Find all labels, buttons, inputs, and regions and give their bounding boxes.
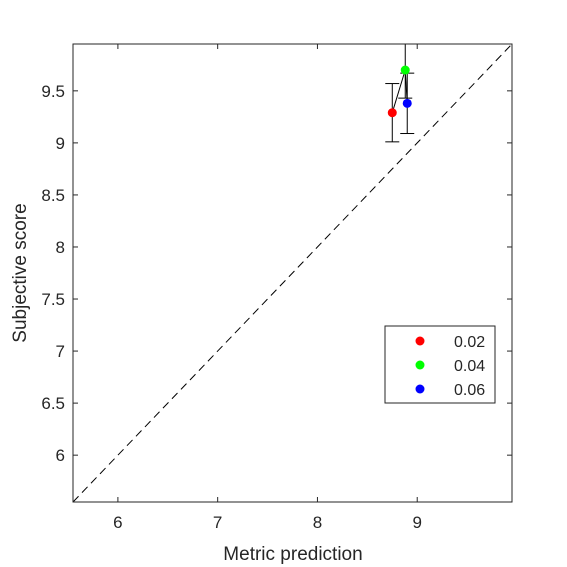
y-tick-label: 7.5 xyxy=(41,290,65,309)
reference-line xyxy=(72,43,513,503)
legend: 0.02 0.04 0.06 xyxy=(384,325,496,404)
y-tick-label: 8.5 xyxy=(41,186,65,205)
y-tick-label: 6 xyxy=(56,446,65,465)
data-point xyxy=(387,108,397,118)
x-tick-label: 6 xyxy=(113,513,122,532)
x-tick-label: 9 xyxy=(412,513,421,532)
plot-frame xyxy=(72,43,513,503)
legend-label: 0.04 xyxy=(454,358,485,375)
x-tick-label: 8 xyxy=(313,513,322,532)
legend-label: 0.06 xyxy=(454,382,485,399)
y-tick-label: 9.5 xyxy=(41,82,65,101)
y-tick-label: 7 xyxy=(56,342,65,361)
legend-box xyxy=(384,325,496,404)
y-tick-label: 9 xyxy=(56,134,65,153)
x-tick-label: 7 xyxy=(213,513,222,532)
legend-marker xyxy=(415,360,425,370)
x-axis-title: Metric prediction xyxy=(223,544,362,565)
legend-label: 0.02 xyxy=(454,334,485,351)
legend-marker xyxy=(415,336,425,346)
data-point xyxy=(402,98,412,108)
legend-marker xyxy=(415,384,425,394)
data-point xyxy=(400,65,410,75)
y-tick-label: 6.5 xyxy=(41,394,65,413)
y-axis-title: Subjective score xyxy=(10,203,31,342)
y-tick-label: 8 xyxy=(56,238,65,257)
